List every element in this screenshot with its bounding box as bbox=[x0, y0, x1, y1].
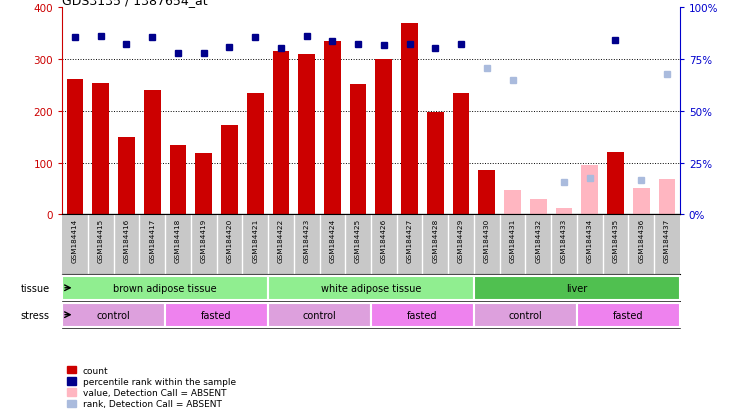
Bar bbox=[633, 189, 650, 215]
Text: liver: liver bbox=[567, 283, 588, 293]
Text: GSM184432: GSM184432 bbox=[535, 218, 541, 262]
Bar bbox=[195, 154, 212, 215]
Bar bbox=[62, 276, 268, 300]
Text: fasted: fasted bbox=[613, 310, 643, 320]
Bar bbox=[268, 276, 474, 300]
Bar bbox=[556, 209, 572, 215]
Text: GSM184423: GSM184423 bbox=[303, 218, 310, 262]
Bar bbox=[324, 42, 341, 215]
Text: GSM184425: GSM184425 bbox=[355, 218, 361, 262]
Bar bbox=[401, 24, 418, 215]
Bar bbox=[247, 94, 264, 215]
Bar bbox=[221, 126, 238, 215]
Text: GSM184437: GSM184437 bbox=[664, 218, 670, 262]
Bar bbox=[273, 52, 289, 215]
Bar bbox=[581, 166, 598, 215]
Bar bbox=[474, 276, 680, 300]
Bar bbox=[452, 93, 469, 215]
Text: GSM184429: GSM184429 bbox=[458, 218, 464, 262]
Bar bbox=[474, 303, 577, 327]
Bar bbox=[170, 146, 186, 215]
Text: GSM184434: GSM184434 bbox=[587, 218, 593, 262]
Bar bbox=[427, 113, 444, 215]
Bar bbox=[144, 91, 161, 215]
Text: GSM184416: GSM184416 bbox=[124, 218, 129, 262]
Bar bbox=[92, 83, 109, 215]
Text: GSM184428: GSM184428 bbox=[432, 218, 439, 262]
Text: GSM184433: GSM184433 bbox=[561, 218, 567, 262]
Bar bbox=[118, 138, 135, 215]
Text: tissue: tissue bbox=[20, 283, 50, 293]
Text: GDS3135 / 1387654_at: GDS3135 / 1387654_at bbox=[62, 0, 208, 7]
Bar bbox=[371, 303, 474, 327]
Text: GSM184421: GSM184421 bbox=[252, 218, 258, 262]
Text: control: control bbox=[303, 310, 336, 320]
Text: GSM184422: GSM184422 bbox=[278, 218, 284, 262]
Bar bbox=[165, 303, 268, 327]
Text: GSM184420: GSM184420 bbox=[227, 218, 232, 262]
Bar bbox=[268, 303, 371, 327]
Text: GSM184427: GSM184427 bbox=[406, 218, 412, 262]
Text: GSM184424: GSM184424 bbox=[330, 218, 336, 262]
Bar bbox=[478, 170, 495, 215]
Text: GSM184435: GSM184435 bbox=[613, 218, 618, 262]
Text: fasted: fasted bbox=[407, 310, 438, 320]
Text: white adipose tissue: white adipose tissue bbox=[321, 283, 421, 293]
Bar bbox=[607, 153, 624, 215]
Text: GSM184419: GSM184419 bbox=[201, 218, 207, 262]
Bar bbox=[62, 303, 165, 327]
Text: stress: stress bbox=[20, 310, 50, 320]
Bar bbox=[67, 79, 83, 215]
Text: GSM184417: GSM184417 bbox=[149, 218, 155, 262]
Bar bbox=[659, 180, 675, 215]
Text: fasted: fasted bbox=[201, 310, 232, 320]
Legend: count, percentile rank within the sample, value, Detection Call = ABSENT, rank, : count, percentile rank within the sample… bbox=[67, 366, 236, 408]
Bar bbox=[376, 59, 393, 215]
Bar bbox=[298, 55, 315, 215]
Text: control: control bbox=[96, 310, 131, 320]
Text: GSM184414: GSM184414 bbox=[72, 218, 78, 262]
Text: GSM184415: GSM184415 bbox=[98, 218, 104, 262]
Text: control: control bbox=[509, 310, 542, 320]
Bar bbox=[349, 85, 366, 215]
Text: brown adipose tissue: brown adipose tissue bbox=[113, 283, 217, 293]
Text: GSM184418: GSM184418 bbox=[175, 218, 181, 262]
Bar bbox=[504, 190, 521, 215]
Text: GSM184426: GSM184426 bbox=[381, 218, 387, 262]
Text: GSM184436: GSM184436 bbox=[638, 218, 644, 262]
Text: GSM184430: GSM184430 bbox=[484, 218, 490, 262]
Text: GSM184431: GSM184431 bbox=[510, 218, 515, 262]
Bar bbox=[577, 303, 680, 327]
Bar bbox=[530, 199, 547, 215]
